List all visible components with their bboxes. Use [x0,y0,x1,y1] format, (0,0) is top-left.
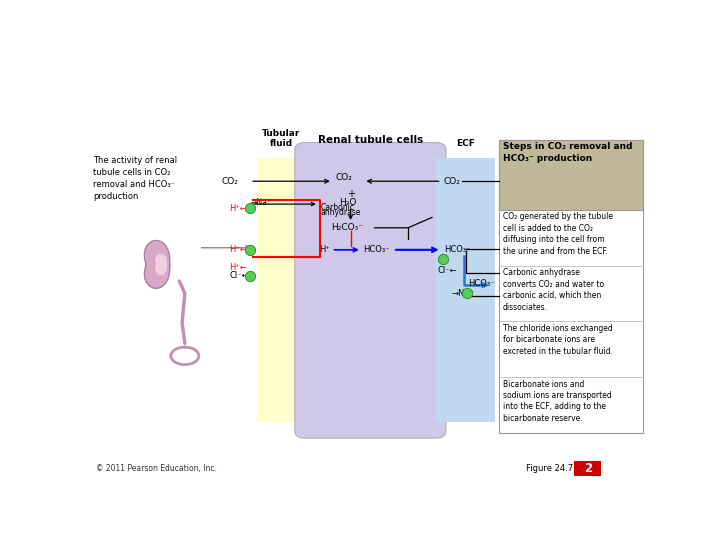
Point [438,255,449,264]
Text: Renal tubule cells: Renal tubule cells [318,135,423,145]
Text: H₂O: H₂O [339,198,357,207]
Text: © 2011 Pearson Education, Inc.: © 2011 Pearson Education, Inc. [96,464,217,473]
Text: Bicarbonate ions and
sodium ions are transported
into the ECF, adding to the
bic: Bicarbonate ions and sodium ions are tra… [503,380,612,423]
Text: H⁺←: H⁺← [230,204,248,213]
Text: CO₂: CO₂ [336,173,352,183]
Text: +: + [347,188,355,199]
Text: CO₂ generated by the tubule
cell is added to the CO₂
diffusing into the cell fro: CO₂ generated by the tubule cell is adde… [503,213,613,256]
Text: Carbonic anhydrase
converts CO₂ and water to
carbonic acid, which then
dissociat: Carbonic anhydrase converts CO₂ and wate… [503,268,604,312]
Text: →Na⁺: →Na⁺ [250,198,271,207]
Text: 2: 2 [584,462,592,475]
Text: Cl⁻←: Cl⁻← [437,266,456,275]
Point [461,288,472,297]
Text: HCO₃⁻: HCO₃⁻ [444,245,471,254]
Text: The chloride ions exchanged
for bicarbonate ions are
excreted in the tubular flu: The chloride ions exchanged for bicarbon… [503,324,613,356]
Point [244,204,256,213]
Text: CO₂: CO₂ [444,177,460,186]
Text: HCO₃⁻: HCO₃⁻ [468,279,495,288]
Text: →Na⁺: →Na⁺ [451,289,474,298]
Bar [499,140,643,210]
Bar [575,461,601,476]
Polygon shape [156,254,166,274]
Text: ECF: ECF [456,139,474,148]
Point [244,271,256,280]
FancyBboxPatch shape [294,143,446,438]
Bar [436,158,495,422]
Bar [499,140,643,433]
Text: Cl⁻←: Cl⁻← [230,271,249,280]
Text: CO₂: CO₂ [221,177,238,186]
Text: Figure 24.7: Figure 24.7 [526,464,572,473]
Text: Carbonic: Carbonic [320,202,354,212]
Text: Tubular
fluid: Tubular fluid [262,129,300,148]
Text: H⁺: H⁺ [319,245,330,254]
Text: H⁺←: H⁺← [230,263,248,272]
Text: The activity of renal
tubule cells in CO₂
removal and HCO₃⁻
production: The activity of renal tubule cells in CO… [93,156,177,201]
Text: H⁺←: H⁺← [230,245,248,254]
Text: HCO₃⁻: HCO₃⁻ [364,245,390,254]
Point [244,246,256,254]
Text: anhydrase: anhydrase [320,208,361,217]
Text: Steps in CO₂ removal and
HCO₃⁻ production: Steps in CO₂ removal and HCO₃⁻ productio… [503,142,632,163]
Text: H₂CO₃⁻: H₂CO₃⁻ [332,224,364,232]
Polygon shape [145,240,170,288]
Bar [258,158,305,422]
